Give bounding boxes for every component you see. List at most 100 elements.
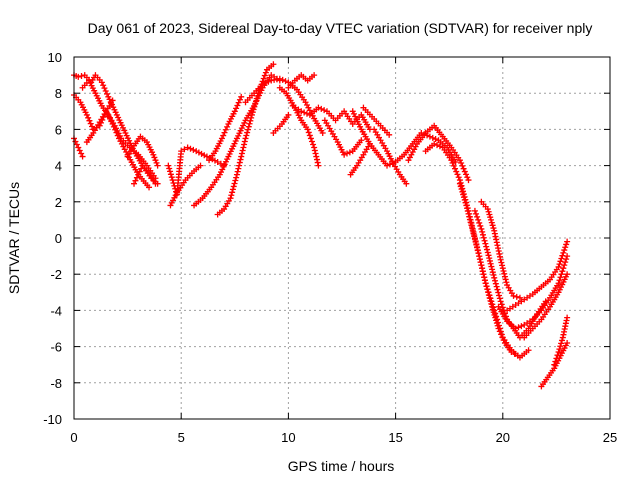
data-point	[484, 249, 491, 256]
data-point	[486, 255, 493, 262]
data-point	[483, 243, 490, 250]
data-point	[252, 101, 259, 108]
data-point	[464, 174, 471, 181]
data-point	[260, 75, 267, 82]
data-point	[492, 277, 499, 284]
data-point	[431, 140, 438, 147]
data-point	[448, 157, 455, 164]
data-point	[236, 159, 243, 166]
series-track	[289, 102, 373, 133]
data-point	[311, 72, 318, 79]
data-point	[452, 165, 459, 172]
chart-title: Day 061 of 2023, Sidereal Day-to-day VTE…	[88, 20, 593, 36]
data-point	[146, 184, 153, 191]
data-point	[557, 258, 564, 265]
data-point	[262, 69, 269, 76]
x-tick-label: 10	[281, 430, 295, 445]
data-point	[310, 141, 317, 148]
data-point	[311, 144, 318, 151]
data-point	[497, 298, 504, 305]
x-tick-label: 5	[178, 430, 185, 445]
data-point	[503, 279, 510, 286]
y-tick-label: 8	[55, 86, 62, 101]
data-point	[498, 301, 505, 308]
data-point	[496, 328, 503, 335]
data-point	[240, 144, 247, 151]
data-point	[265, 78, 272, 85]
data-point	[131, 180, 138, 187]
data-point	[384, 162, 391, 169]
data-point	[341, 151, 348, 158]
data-point	[486, 211, 493, 218]
data-point	[492, 280, 499, 287]
data-point	[184, 144, 191, 151]
data-point	[314, 159, 321, 166]
data-point	[228, 192, 235, 199]
data-point	[450, 162, 457, 169]
data-point	[279, 76, 286, 83]
data-point	[465, 210, 472, 217]
data-point	[478, 262, 485, 269]
data-point	[252, 98, 259, 105]
data-point	[304, 126, 311, 133]
y-tick-label: -8	[50, 376, 62, 391]
series-track	[167, 162, 204, 209]
data-point	[489, 269, 496, 276]
data-point	[234, 168, 241, 175]
data-point	[453, 168, 460, 175]
data-point	[89, 123, 96, 130]
data-point	[454, 171, 461, 178]
data-point	[514, 352, 521, 359]
data-point	[321, 107, 328, 114]
data-point	[301, 109, 308, 116]
data-point	[470, 230, 477, 237]
series-track	[206, 93, 245, 164]
data-point	[489, 306, 496, 313]
data-point	[513, 293, 520, 300]
data-point	[461, 196, 468, 203]
data-point	[303, 110, 310, 117]
data-point	[461, 168, 468, 175]
data-point	[386, 131, 393, 138]
data-point	[315, 104, 322, 111]
data-point	[525, 347, 532, 354]
data-point	[491, 311, 498, 318]
data-point	[476, 256, 483, 263]
data-point	[270, 61, 277, 68]
data-point	[86, 117, 93, 124]
data-point	[464, 208, 471, 215]
data-point	[169, 177, 176, 184]
x-tick-label: 25	[603, 430, 617, 445]
data-point	[432, 136, 439, 143]
data-point	[556, 277, 563, 284]
series-track	[551, 314, 571, 368]
data-point	[87, 120, 94, 127]
series-track	[521, 271, 571, 341]
data-point	[483, 246, 490, 253]
data-point	[457, 183, 464, 190]
data-point	[449, 160, 456, 167]
data-point	[460, 194, 467, 201]
data-point	[468, 222, 475, 229]
data-point	[561, 247, 568, 254]
data-point	[496, 295, 503, 302]
data-point	[511, 350, 518, 357]
data-point	[231, 108, 238, 115]
series-track	[270, 111, 292, 137]
data-point	[472, 239, 479, 246]
data-point	[152, 180, 159, 187]
data-point	[463, 171, 470, 178]
data-point	[248, 111, 255, 118]
data-point	[229, 186, 236, 193]
data-point	[493, 283, 500, 290]
data-point	[473, 210, 479, 217]
data-point	[282, 78, 289, 85]
x-tick-label: 15	[388, 430, 402, 445]
data-point	[492, 314, 499, 321]
data-point	[436, 143, 443, 150]
data-point	[487, 297, 494, 304]
data-point	[187, 145, 194, 152]
data-point	[487, 260, 494, 267]
series-track	[71, 135, 86, 160]
